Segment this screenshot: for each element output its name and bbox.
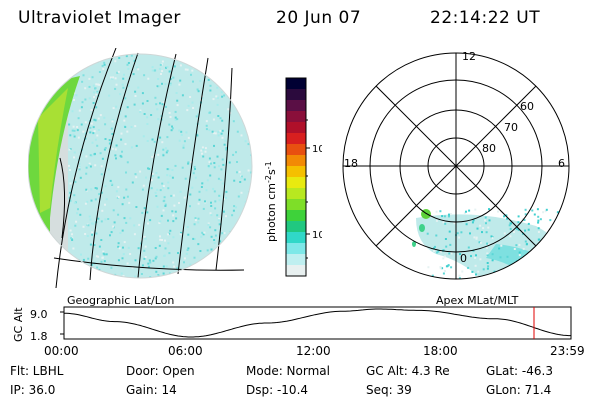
colorbar-segment [286,254,306,266]
mlt-18-label: 18 [344,157,358,170]
info-glon: GLon: 71.4 [486,383,552,397]
info-gain: Gain: 14 [126,383,177,397]
colorbar-segment [286,155,306,167]
info-dsp: Dsp: -10.4 [246,383,309,397]
colorbar-tick-10: 10 [312,230,322,241]
colorbar-segment [286,111,306,123]
colorbar: 100 10 photon cm-2s-1 [264,77,322,277]
lat-lon-grid [53,48,245,288]
lat-80-label: 80 [482,142,496,155]
polar-grid [342,52,570,280]
colorbar-segment [286,89,306,101]
altitude-ylabel: GC Alt [12,307,25,342]
colorbar-segment [286,265,306,277]
altitude-plot-frame [63,306,572,340]
mlt-0-label: 0 [460,252,467,265]
xtick-1800: 18:00 [423,344,458,358]
colorbar-segment [286,188,306,200]
colorbar-tick-100: 100 [312,144,322,155]
lat-60-label: 60 [520,100,534,113]
info-ip: IP: 36.0 [10,383,56,397]
auroral-emission [412,208,569,279]
xtick-2359: 23:59 [550,344,585,358]
mlt-12-label: 12 [462,50,476,63]
colorbar-segment [286,232,306,244]
xtick-0600: 06:00 [168,344,203,358]
polar-panel-label: Apex MLat/MLT [436,294,519,307]
colorbar-segment [286,100,306,112]
lat-70-label: 70 [504,121,518,134]
info-glat: GLat: -46.3 [486,364,553,378]
colorbar-segment [286,243,306,255]
instrument-title: Ultraviolet Imager [18,8,181,28]
polar-plot: 12 18 6 0 60 70 80 [342,50,570,280]
observation-date: 20 Jun 07 [276,8,362,28]
colorbar-segment [286,122,306,134]
colorbar-segment [286,199,306,211]
colorbar-segment [286,78,306,90]
observation-time: 22:14:22 UT [430,8,541,28]
colorbar-segment [286,166,306,178]
polar-labels: 12 18 6 0 60 70 80 [344,50,565,265]
altitude-ytick-high: 9.0 [30,308,48,321]
info-seq: Seq: 39 [366,383,412,397]
info-door: Door: Open [126,364,195,378]
mlt-6-label: 6 [558,157,565,170]
info-filter: Flt: LBHL [10,364,64,378]
altitude-curve [63,308,571,338]
geographic-image [28,48,253,288]
altitude-plot: GC Alt 9.0 1.8 [12,306,572,343]
colorbar-segment [286,221,306,233]
xtick-1200: 12:00 [296,344,331,358]
info-gc-alt: GC Alt: 4.3 Re [366,364,450,378]
altitude-ytick-low: 1.8 [30,330,48,343]
colorbar-gradient [286,78,306,277]
colorbar-segment [286,144,306,156]
colorbar-segment [286,177,306,189]
colorbar-label: photon cm-2s-1 [264,161,278,242]
info-mode: Mode: Normal [246,364,330,378]
colorbar-segment [286,210,306,222]
colorbar-segment [286,133,306,145]
xtick-0000: 00:00 [44,344,79,358]
geographic-panel-label: Geographic Lat/Lon [67,294,175,307]
